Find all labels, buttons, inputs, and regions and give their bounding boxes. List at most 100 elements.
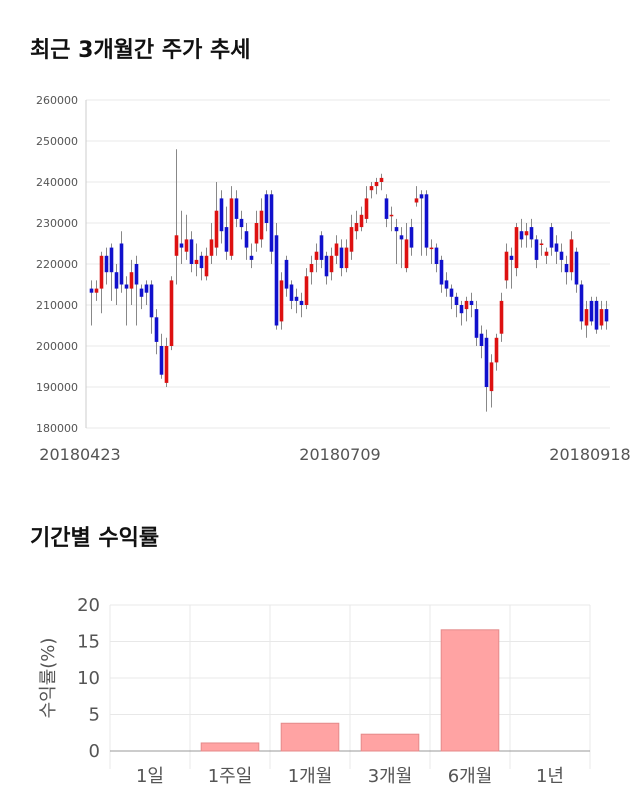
candle-body [529,227,534,240]
candle-body [349,227,354,252]
x-tick-label: 6개월 [448,766,493,787]
x-tick-label: 1주일 [208,766,253,787]
candle-body [599,309,604,326]
candle-body [554,243,559,252]
candle-body [234,198,239,219]
candle-body [514,227,519,269]
candle-body [359,214,364,228]
x-tick-label: 1일 [136,766,164,787]
candle-body [419,194,424,199]
candle-body [159,346,164,375]
candle-body [309,264,314,273]
candle-body [449,288,454,297]
candle-body [334,243,339,256]
candle-body [319,235,324,260]
return-bar [360,733,420,752]
candle-body [564,264,569,273]
candle-body [259,210,264,240]
candle-body [284,259,289,289]
candle-body [229,198,234,256]
candle-body [119,243,124,285]
y-tick-label: 20 [77,595,100,616]
period-return-title: 기간별 수익률 [30,526,160,551]
candle-body [154,317,159,342]
candle-body [394,227,399,232]
candle-body [239,218,244,228]
candle-body [194,259,199,264]
x-tick-label: 1년 [536,766,564,787]
return-bar [200,742,260,752]
candle-body [544,251,549,256]
candle-body [109,247,114,273]
candle-body [404,239,409,269]
x-tick-label: 20180918 [549,445,630,464]
x-tick-label: 3개월 [368,766,413,787]
candle-body [414,198,419,203]
candle-body [484,337,489,387]
candle-body [499,300,504,334]
candle-body [524,231,529,236]
y-tick-label: 220000 [36,258,78,271]
candle-body [434,247,439,264]
y-tick-label: 0 [89,741,100,762]
candle-body [424,194,429,248]
candle-body [134,264,139,285]
candle-body [314,251,319,260]
candle-body [369,186,374,191]
candle-body [149,284,154,318]
candle-body [254,223,259,244]
y-tick-label: 230000 [36,217,78,230]
candle-body [104,255,109,273]
x-tick-label: 1개월 [288,766,333,787]
candle-body [509,255,514,260]
candle-body [439,259,444,285]
candle-body [594,300,599,330]
candle-body [304,276,309,305]
candle-body [584,309,589,326]
candle-body [464,300,469,310]
price-candlestick-chart: 180000 190000 200000 210000 220000 230000 2400… [36,94,631,464]
y-tick-label: 180000 [36,422,78,435]
candle-body [454,296,459,305]
candle-body [579,284,584,322]
candle-body [384,198,389,219]
candle-body [289,284,294,301]
candle-body [559,251,564,260]
candle-body [299,300,304,305]
candle-body [214,210,219,248]
y-tick-label: 5 [89,705,100,726]
candle-body [479,333,484,346]
candle-body [354,223,359,232]
candle-body [399,235,404,240]
candle-body [539,243,544,245]
y-tick-label: 200000 [36,340,78,353]
candle-body [374,182,379,187]
y-tick-label: 250000 [36,135,78,148]
candle-body [344,247,349,269]
candle-body [469,300,474,305]
candle-body [94,288,99,293]
y-tick-label: 260000 [36,94,78,107]
candle-body [209,239,214,256]
candle-body [199,255,204,269]
candle-body [99,255,104,289]
y-tick-label: 210000 [36,299,78,312]
candle-body [339,247,344,269]
candle-body [139,288,144,297]
candle-body [124,284,129,289]
candle-body [274,235,279,326]
candle-body [389,214,394,217]
candle-body [294,296,299,301]
candle-body [264,194,269,223]
candle-body [444,280,449,289]
candle-body [269,194,274,252]
return-bar [440,629,500,752]
candle-body [184,239,189,252]
candle-body [534,239,539,260]
candle-body [89,288,94,293]
candle-body [324,255,329,277]
candle-body [549,227,554,248]
candle-body [279,280,284,322]
candle-body [174,235,179,256]
candle-body [504,251,509,281]
